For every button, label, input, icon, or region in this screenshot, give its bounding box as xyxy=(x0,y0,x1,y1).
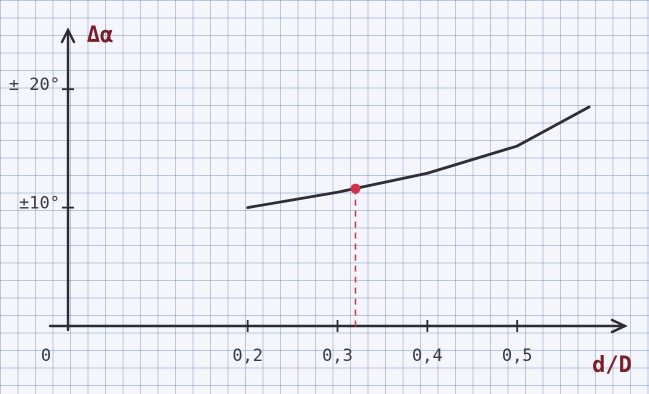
y-axis-label: Δα xyxy=(87,23,114,48)
line-series xyxy=(248,107,589,208)
page: {"chart_data": {"type": "line", "x_label… xyxy=(0,0,649,394)
x-tick-label: 0,2 xyxy=(232,346,263,366)
chart: Δα d/D 0 0,2 0,3 0,4 0,5 ±10° ± 20° xyxy=(0,0,649,394)
y-tick-label: ± 20° xyxy=(9,75,60,95)
x-axis-label: d/D xyxy=(592,353,632,378)
x-tick-label: 0 xyxy=(41,346,51,366)
y-tick-label: ±10° xyxy=(19,194,60,214)
x-tick-label: 0,4 xyxy=(412,346,443,366)
x-tick-label: 0,3 xyxy=(322,346,353,366)
x-tick-label: 0,5 xyxy=(502,346,533,366)
highlight-point xyxy=(350,184,360,194)
